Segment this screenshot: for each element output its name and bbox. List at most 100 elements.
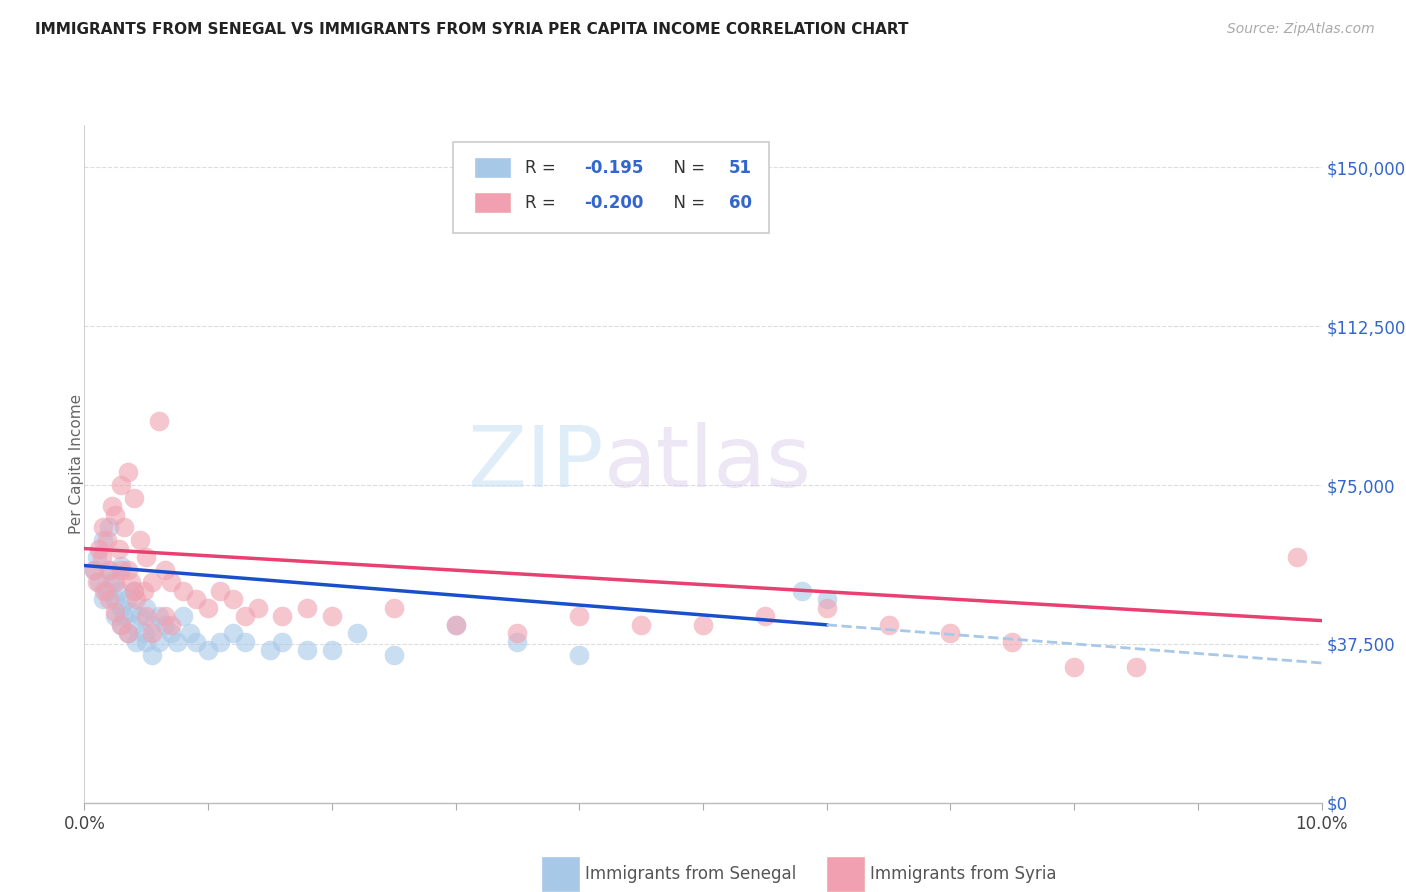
Point	[160, 575, 183, 590]
Point	[160, 617, 183, 632]
Text: atlas: atlas	[605, 422, 813, 506]
Point	[83, 563, 105, 577]
Point	[110, 558, 132, 573]
Point	[506, 626, 529, 640]
Point	[90, 549, 112, 565]
Point	[98, 563, 121, 577]
Point	[91, 533, 114, 548]
Text: IMMIGRANTS FROM SENEGAL VS IMMIGRANTS FROM SYRIA PER CAPITA INCOME CORRELATION C: IMMIGRANTS FROM SENEGAL VS IMMIGRANTS FR…	[35, 22, 908, 37]
Point	[120, 605, 142, 619]
Bar	[827, 857, 863, 891]
Point	[135, 601, 157, 615]
Text: R =: R =	[524, 159, 561, 177]
Point	[148, 415, 170, 429]
Point	[120, 575, 142, 590]
Text: N =: N =	[664, 159, 711, 177]
Point	[568, 648, 591, 662]
Point	[172, 584, 194, 599]
Point	[132, 626, 155, 640]
Point	[141, 575, 163, 590]
FancyBboxPatch shape	[453, 142, 769, 234]
Point	[382, 648, 405, 662]
Point	[98, 592, 121, 607]
Point	[246, 601, 269, 615]
Point	[104, 575, 127, 590]
Text: N =: N =	[664, 194, 711, 211]
Text: Immigrants from Senegal: Immigrants from Senegal	[585, 865, 797, 883]
Point	[166, 635, 188, 649]
Point	[125, 592, 148, 607]
Bar	[475, 158, 510, 178]
Point	[89, 541, 111, 556]
Point	[125, 635, 148, 649]
Point	[129, 609, 152, 624]
Point	[100, 575, 122, 590]
Point	[132, 584, 155, 599]
Text: R =: R =	[524, 194, 561, 211]
Point	[222, 626, 245, 640]
Point	[259, 643, 281, 657]
Point	[1063, 660, 1085, 674]
Point	[117, 466, 139, 480]
Point	[96, 584, 118, 599]
Point	[117, 626, 139, 640]
Point	[135, 609, 157, 624]
Point	[135, 549, 157, 565]
Point	[790, 584, 813, 599]
Point	[122, 617, 145, 632]
Point	[135, 635, 157, 649]
Point	[1001, 635, 1024, 649]
Point	[141, 617, 163, 632]
Point	[112, 609, 135, 624]
Point	[815, 601, 838, 615]
Point	[117, 592, 139, 607]
Point	[141, 648, 163, 662]
Point	[295, 643, 318, 657]
Point	[382, 601, 405, 615]
Point	[104, 508, 127, 522]
Point	[129, 533, 152, 548]
Point	[93, 584, 115, 599]
Point	[692, 617, 714, 632]
Text: -0.200: -0.200	[585, 194, 644, 211]
Point	[104, 592, 127, 607]
Point	[444, 617, 467, 632]
Y-axis label: Per Capita Income: Per Capita Income	[69, 393, 83, 534]
Point	[89, 575, 111, 590]
Point	[110, 617, 132, 632]
Point	[172, 609, 194, 624]
Point	[568, 609, 591, 624]
Point	[122, 491, 145, 505]
Point	[346, 626, 368, 640]
Text: ZIP: ZIP	[468, 422, 605, 506]
Point	[91, 592, 114, 607]
Point	[96, 533, 118, 548]
Point	[141, 626, 163, 640]
Point	[86, 549, 108, 565]
Point	[122, 584, 145, 599]
Point	[321, 609, 343, 624]
Point	[444, 617, 467, 632]
Point	[148, 609, 170, 624]
Point	[112, 520, 135, 534]
Point	[1285, 549, 1308, 565]
Text: 60: 60	[728, 194, 752, 211]
Point	[148, 635, 170, 649]
Point	[98, 563, 121, 577]
Text: Source: ZipAtlas.com: Source: ZipAtlas.com	[1227, 22, 1375, 37]
Point	[271, 609, 294, 624]
Point	[233, 635, 256, 649]
Text: Immigrants from Syria: Immigrants from Syria	[870, 865, 1056, 883]
Point	[117, 563, 139, 577]
Point	[630, 617, 652, 632]
Point	[98, 520, 121, 534]
Point	[1125, 660, 1147, 674]
Point	[153, 609, 176, 624]
Point	[104, 605, 127, 619]
Point	[117, 626, 139, 640]
Point	[754, 609, 776, 624]
Point	[100, 500, 122, 514]
Point	[108, 541, 131, 556]
Point	[321, 643, 343, 657]
Point	[184, 592, 207, 607]
